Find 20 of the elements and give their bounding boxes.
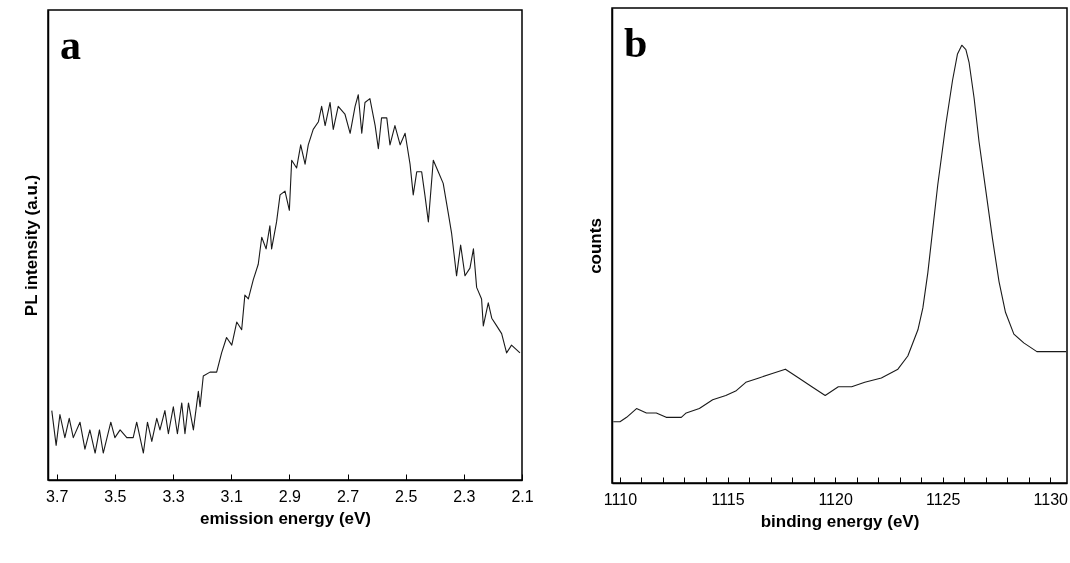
x-tick-label: 2.3 (453, 487, 476, 505)
x-tick-label: 3.3 (162, 487, 185, 505)
chart-title: b (624, 20, 648, 66)
y-axis-title: counts (585, 218, 605, 274)
x-tick-label: 2.7 (336, 487, 360, 505)
x-tick-label: 1115 (711, 490, 745, 508)
y-axis-title: PL intensity (a.u.) (21, 174, 41, 317)
x-tick-label: 2.1 (511, 487, 534, 505)
x-tick-label: 1110 (603, 490, 638, 508)
x-tick-label: 3.1 (220, 487, 243, 505)
x-tick-label: 2.5 (395, 487, 418, 505)
x-tick-label: 2.9 (278, 487, 302, 505)
x-tick-label: 3.7 (46, 487, 69, 505)
x-tick-label: 1120 (818, 490, 853, 508)
x-tick-label: 3.5 (104, 487, 127, 505)
x-tick-label: 1130 (1033, 490, 1069, 508)
x-tick-label: 1125 (925, 490, 961, 508)
x-axis-title: emission energy (eV) (199, 508, 372, 528)
chart-title: a (60, 22, 81, 68)
x-axis-title: binding energy (eV) (760, 511, 920, 531)
